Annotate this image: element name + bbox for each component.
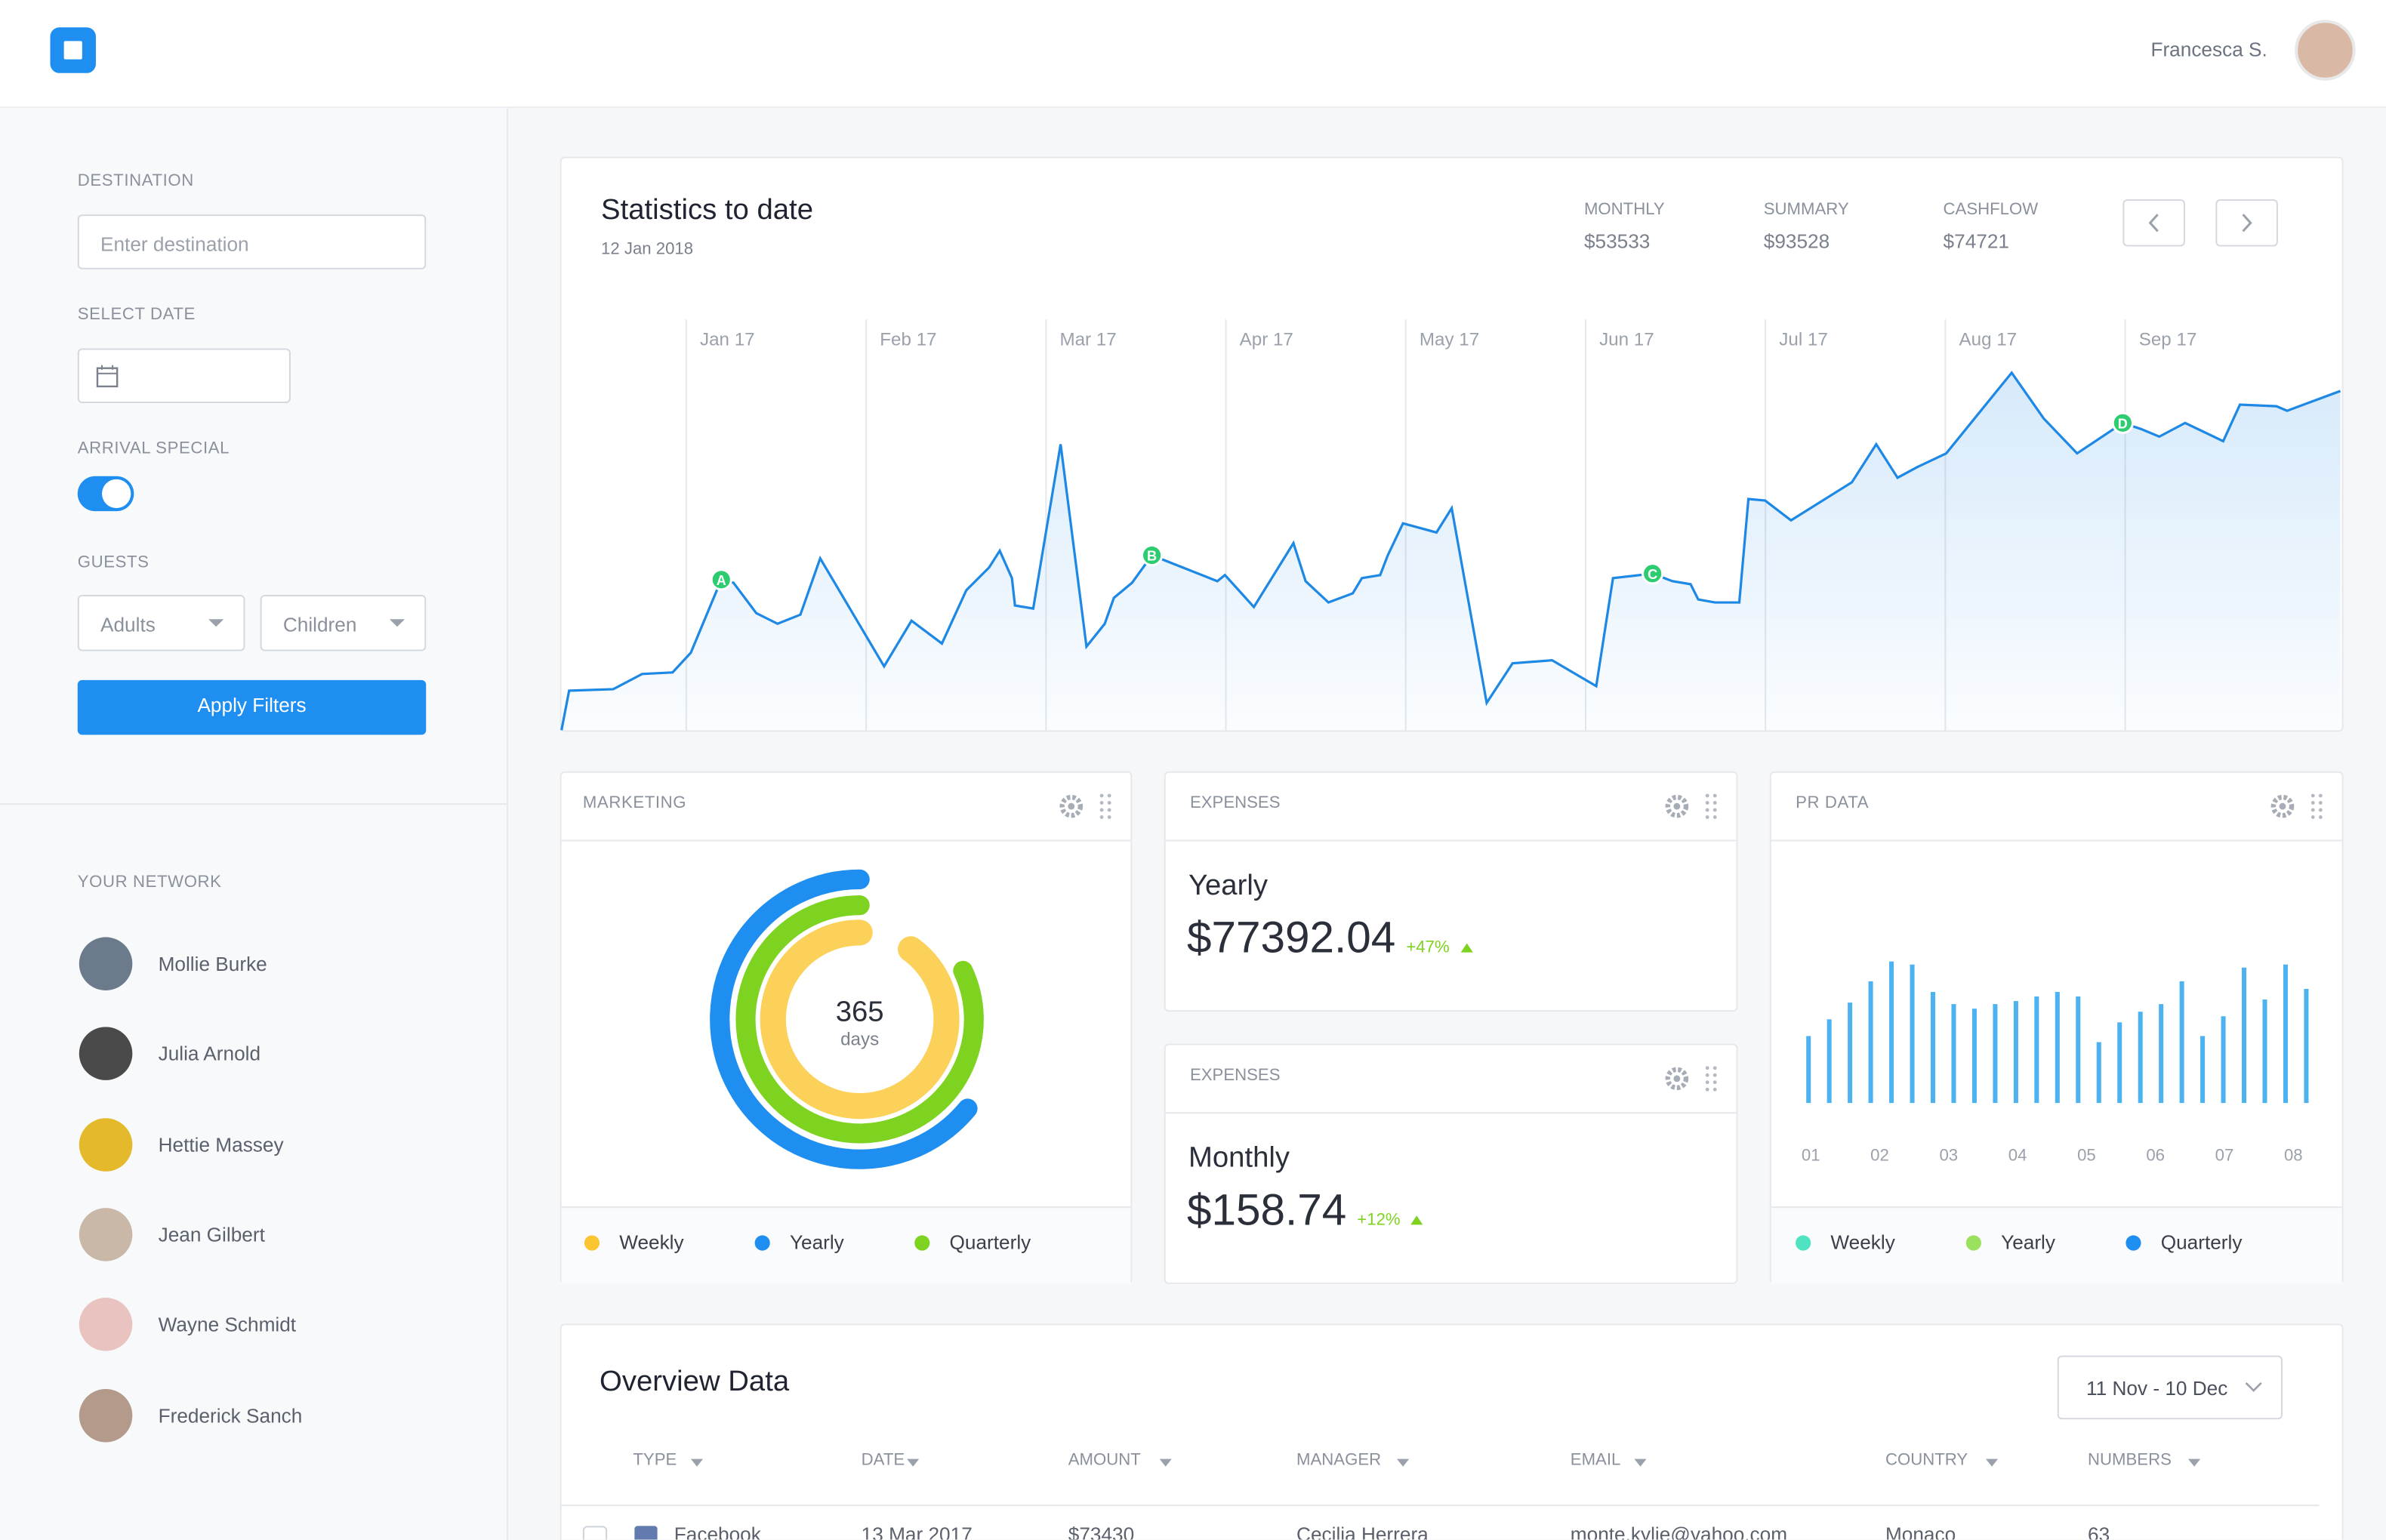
header	[0, 0, 2386, 109]
table-divider	[561, 1505, 2320, 1507]
range-select[interactable]: 11 Nov - 10 Dec	[2057, 1355, 2283, 1420]
expenses-amount: $158.74	[1186, 1186, 1347, 1236]
card-footer	[561, 1206, 1131, 1284]
column-header[interactable]: EMAIL	[1570, 1451, 1621, 1470]
children-select[interactable]: Children	[260, 594, 427, 651]
arrival-toggle[interactable]	[77, 476, 134, 512]
column-header[interactable]: AMOUNT	[1068, 1451, 1141, 1470]
card-divider	[1771, 839, 2342, 842]
divider	[0, 803, 507, 805]
person-avatar[interactable]	[79, 1388, 133, 1442]
expenses-change: +12%	[1357, 1211, 1401, 1230]
column-header[interactable]: COUNTRY	[1885, 1451, 1968, 1470]
person-name[interactable]: Hettie Massey	[158, 1132, 284, 1156]
range-text: 11 Nov - 10 Dec	[2085, 1376, 2228, 1400]
person-avatar[interactable]	[79, 1027, 133, 1081]
next-icon	[2242, 214, 2252, 233]
expenses-change: +47%	[1406, 938, 1450, 957]
person-name[interactable]: Frederick Sanch	[158, 1403, 303, 1427]
toggle-knob	[102, 479, 131, 509]
destination-input[interactable]: Enter destination	[77, 214, 427, 270]
person-avatar[interactable]	[79, 937, 133, 990]
expenses-row: $77392.04 +47%	[1187, 914, 1472, 965]
person-name[interactable]: Wayne Schmidt	[158, 1313, 297, 1336]
prev-icon	[2148, 214, 2159, 233]
summary-value: $93528	[1763, 229, 1830, 253]
table-cell: $73430	[1068, 1523, 1135, 1540]
card-divider	[561, 839, 1131, 842]
dropdown-arrow	[208, 619, 224, 634]
arrival-label: ARRIVAL SPECIAL	[77, 439, 230, 458]
table-cell: Monaco	[1885, 1523, 1956, 1540]
pr-title: PR DATA	[1796, 793, 1870, 813]
card-divider	[1165, 1112, 1737, 1114]
sidebar	[0, 108, 509, 1540]
table-cell: 13 Mar 2017	[861, 1523, 973, 1540]
expenses-row: $158.74 +12%	[1187, 1187, 1423, 1237]
summary-value: $53533	[1583, 229, 1651, 253]
statistics-title: Statistics to date	[601, 194, 813, 227]
marketing-card	[560, 771, 1133, 1284]
overview-title: Overview Data	[600, 1366, 790, 1399]
range-arrow	[2245, 1381, 2262, 1392]
up-arrow	[1410, 1215, 1423, 1225]
calendar-icon	[96, 365, 119, 388]
summary-label: CASHFLOW	[1943, 201, 2039, 220]
next-button[interactable]	[2215, 199, 2278, 247]
table-cell: monte.kylie@yahoo.com	[1570, 1523, 1788, 1540]
person-avatar[interactable]	[79, 1298, 133, 1351]
row-icon	[634, 1526, 658, 1540]
card-divider	[1165, 839, 1737, 842]
table-cell: Cecilia Herrera	[1296, 1523, 1429, 1540]
summary-label: MONTHLY	[1583, 201, 1665, 220]
expenses-amount: $77392.04	[1186, 914, 1396, 963]
card-footer	[1771, 1206, 2342, 1284]
column-header[interactable]: DATE	[861, 1451, 905, 1470]
table-cell: 63	[2088, 1523, 2110, 1540]
person-avatar[interactable]	[79, 1117, 133, 1171]
expenses-title: EXPENSES	[1189, 793, 1281, 813]
person-name[interactable]: Mollie Burke	[158, 952, 267, 975]
logo[interactable]	[50, 27, 96, 73]
dropdown-arrow	[389, 619, 405, 634]
summary-value: $74721	[1943, 229, 2009, 253]
person-avatar[interactable]	[79, 1207, 133, 1261]
date-input[interactable]	[77, 348, 291, 404]
prev-button[interactable]	[2122, 199, 2185, 247]
expenses-card	[1164, 1043, 1738, 1284]
person-name[interactable]: Julia Arnold	[158, 1043, 261, 1066]
table-cell: Facebook	[674, 1523, 761, 1540]
apply-button[interactable]: Apply Filters	[77, 679, 427, 735]
statistics-date: 12 Jan 2018	[601, 240, 694, 259]
expenses-title: EXPENSES	[1189, 1066, 1281, 1085]
row-checkbox[interactable]	[582, 1526, 608, 1540]
expenses-card	[1164, 771, 1738, 1012]
expenses-period: Monthly	[1188, 1142, 1290, 1175]
column-header[interactable]: TYPE	[633, 1451, 677, 1470]
user-name[interactable]: Francesca S.	[2150, 38, 2267, 61]
guests-label: GUESTS	[77, 553, 150, 572]
overview-card	[560, 1323, 2344, 1540]
adults-text: Adults	[100, 613, 156, 636]
children-text: Children	[282, 613, 357, 636]
marketing-title: MARKETING	[582, 793, 687, 813]
summary-label: SUMMARY	[1763, 201, 1849, 220]
logo-mark	[63, 41, 82, 60]
column-header[interactable]: MANAGER	[1296, 1451, 1382, 1470]
up-arrow	[1460, 943, 1472, 953]
person-name[interactable]: Jean Gilbert	[158, 1223, 265, 1246]
destination-label: DESTINATION	[77, 171, 194, 190]
adults-select[interactable]: Adults	[77, 594, 245, 651]
expenses-period: Yearly	[1188, 870, 1269, 903]
column-header[interactable]: NUMBERS	[2088, 1451, 2172, 1470]
pr-card	[1769, 771, 2344, 1284]
network-title: YOUR NETWORK	[77, 873, 222, 892]
date-label: SELECT DATE	[77, 306, 196, 325]
statistics-card	[560, 156, 2344, 732]
user-avatar[interactable]	[2295, 20, 2356, 81]
